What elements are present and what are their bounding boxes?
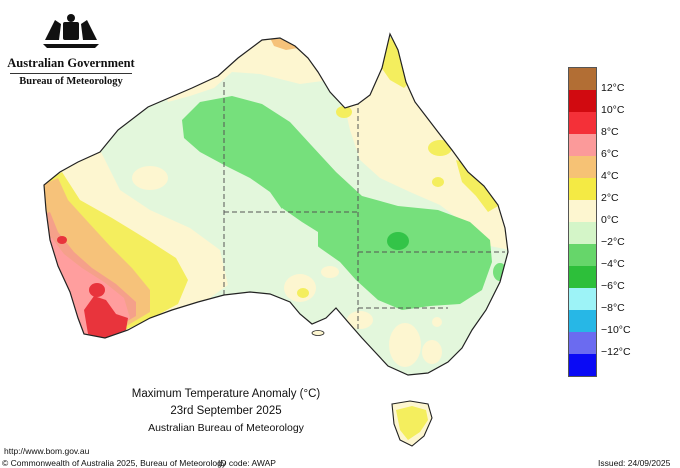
bureau-name: Bureau of Meteorology <box>19 76 123 87</box>
legend-label: −4°C <box>601 258 625 270</box>
kangaroo-island <box>311 330 325 336</box>
legend-swatch <box>569 156 596 178</box>
legend-swatch <box>569 90 596 112</box>
legend-swatch <box>569 310 596 332</box>
anomaly-zone-cream-island <box>389 323 421 367</box>
anomaly-zone-cream-island <box>422 340 442 364</box>
legend-label: −2°C <box>601 236 625 248</box>
legend-swatch <box>569 332 596 354</box>
anomaly-zone-darker-green <box>347 338 359 348</box>
state-borders <box>223 82 505 330</box>
map-agency: Australian Bureau of Meteorology <box>148 422 304 434</box>
bom-logo: Australian Government Bureau of Meteorol… <box>6 10 136 87</box>
legend-color-bar <box>568 67 597 377</box>
map-date: 23rd September 2025 <box>170 405 282 417</box>
legend-label: 4°C <box>601 170 619 182</box>
legend-label: 0°C <box>601 214 619 226</box>
tasmania-yellow <box>396 406 428 440</box>
bom-website-link[interactable]: http://www.bom.gov.au <box>4 446 90 456</box>
issued-date: Issued: 24/09/2025 <box>598 458 671 468</box>
legend-label: 12°C <box>601 82 625 94</box>
copyright-notice: © Commonwealth of Australia 2025, Bureau… <box>2 458 227 468</box>
legend-label: −6°C <box>601 280 625 292</box>
anomaly-zone-cream-island <box>432 317 442 327</box>
anomaly-zone-yellow-spot <box>428 140 452 156</box>
legend-label: −10°C <box>601 324 631 336</box>
legend-swatch <box>569 288 596 310</box>
anomaly-zone-red-spot <box>57 236 67 244</box>
anomaly-zone-yellow-spot <box>336 106 352 118</box>
anomaly-zone-cream-island <box>284 274 316 302</box>
anomaly-zone-yellow-spot <box>297 288 309 298</box>
legend-swatch <box>569 68 596 90</box>
coat-of-arms-icon <box>43 14 99 48</box>
anomaly-zone-cream-island <box>132 166 168 190</box>
legend-swatch <box>569 134 596 156</box>
anomaly-zone-northeast-cream <box>340 40 508 250</box>
anomaly-zone-red-spot <box>89 283 105 297</box>
anomaly-zone-top-end-cream <box>160 40 330 102</box>
legend-swatch <box>569 222 596 244</box>
legend-swatch <box>569 200 596 222</box>
legend-swatch <box>569 354 596 376</box>
legend-label: 10°C <box>601 104 625 116</box>
anomaly-zone-central-green <box>182 96 492 310</box>
legend-label: 8°C <box>601 126 619 138</box>
legend-swatch <box>569 266 596 288</box>
anomaly-zone-light-pocket <box>276 208 318 270</box>
anomaly-zone-yellow-spot <box>432 177 444 187</box>
anomaly-zone-cream-island <box>321 266 339 278</box>
anomaly-zone-east-coast-yellow <box>456 160 498 212</box>
government-name: Australian Government <box>7 56 135 70</box>
anomaly-zone-cream-island <box>347 311 373 329</box>
anomaly-zone-cream-island <box>385 107 405 125</box>
legend-label: 2°C <box>601 192 619 204</box>
legend-swatch <box>569 178 596 200</box>
legend-swatch <box>569 112 596 134</box>
legend-label: −12°C <box>601 346 631 358</box>
legend-label: 6°C <box>601 148 619 160</box>
coastline <box>43 32 509 376</box>
anomaly-zone-red-patch <box>84 296 128 338</box>
legend-label: −8°C <box>601 302 625 314</box>
legend-swatch <box>569 244 596 266</box>
map-title: Maximum Temperature Anomaly (°C) <box>131 388 321 400</box>
anomaly-zone-darker-green <box>387 232 409 250</box>
id-code: ID code: AWAP <box>218 458 276 468</box>
